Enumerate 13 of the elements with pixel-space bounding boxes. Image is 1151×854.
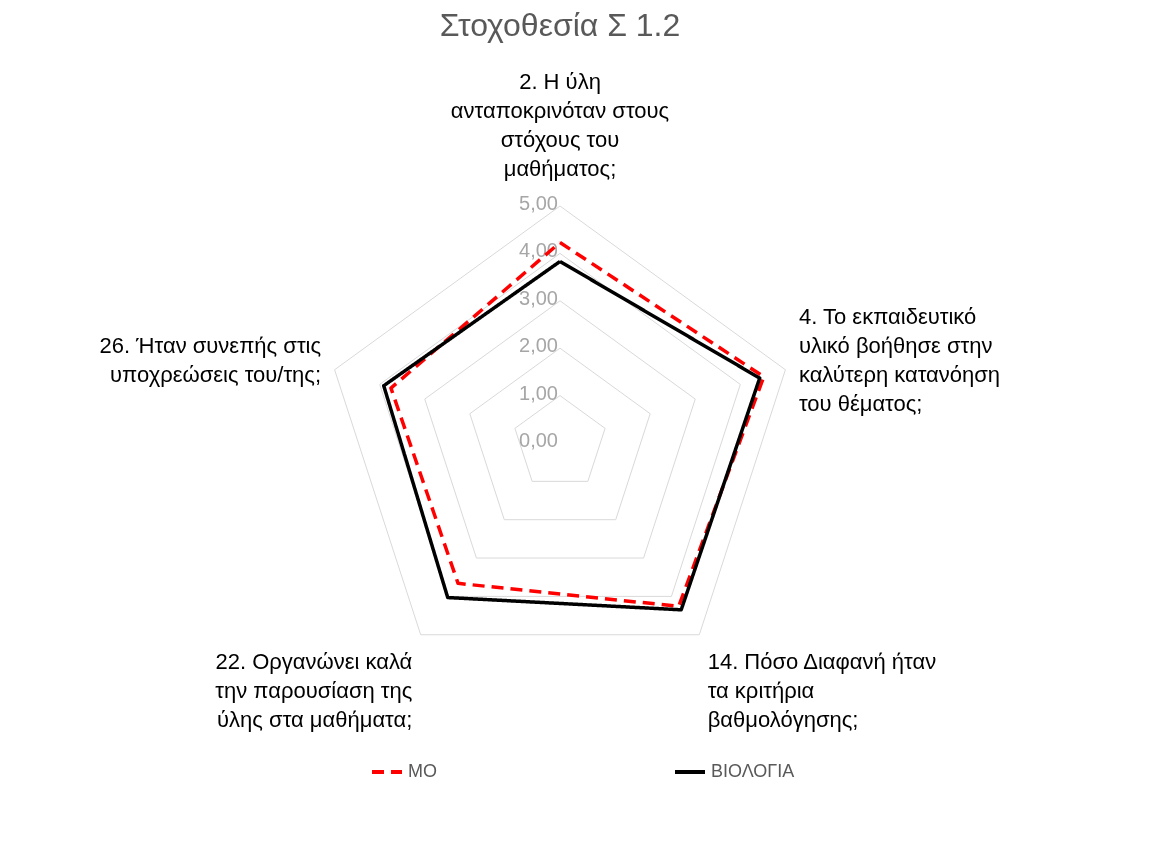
y-tick-label: 1,00 [519,381,558,404]
spoke-label: 14. Πόσο Διαφανή ήταν τα κριτήρια βαθμολόγησης; [707,649,937,733]
y-tick-label: 5,00 [519,192,558,214]
y-tick-label: 0,00 [519,429,558,451]
legend-label: ΜΟ [408,761,437,781]
spoke-label: 26. Ήταν συνεπής στις υποχρεώσεις του/της; [99,333,322,388]
chart-title: Στοχοθεσία Σ 1.2 [439,7,681,43]
y-tick-label: 3,00 [519,286,558,309]
spoke-label: 4. Το εκπαιδευτικό υλικό βοήθησε στην καλύτερη κατανόηση του θέματος; [798,304,1001,417]
legend-label: ΒΙΟΛΟΓΙΑ [711,761,795,781]
y-tick-label: 2,00 [519,334,558,357]
spoke-label: 22. Οργανώνει καλά την παρουσίαση της ύλης στα μαθήματα; [215,649,413,733]
spoke-label: 2. Η ύλη ανταποκρινόταν στους στόχους του μαθήματος; [450,68,670,181]
